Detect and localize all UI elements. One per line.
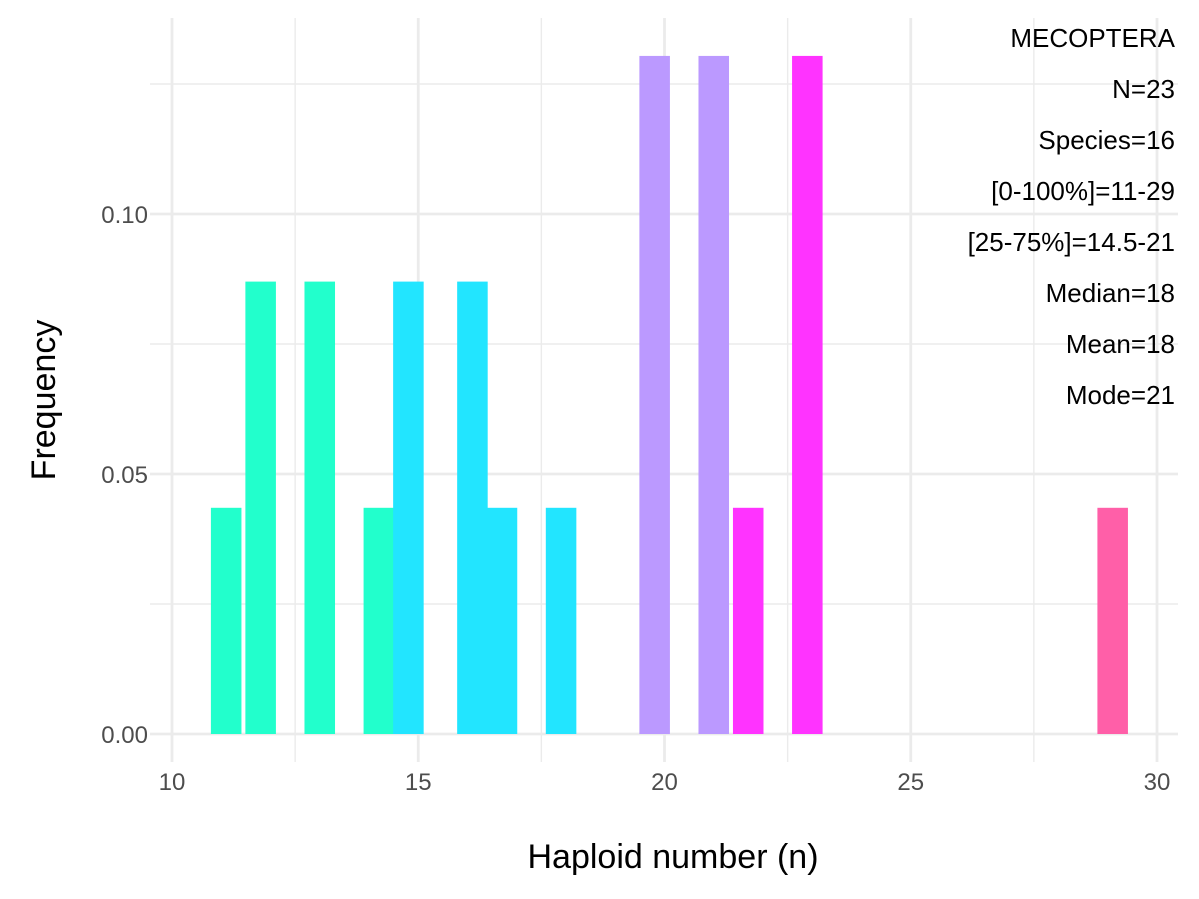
stat-mode: Mode=21: [1066, 380, 1175, 410]
histogram-bar: [639, 55, 670, 735]
x-tick-label: 15: [405, 769, 432, 796]
histogram-bar: [486, 507, 518, 734]
x-tick-label: 30: [1144, 769, 1171, 796]
y-tick-label: 0.05: [101, 462, 148, 489]
x-tick-label: 20: [651, 769, 678, 796]
histogram-bar: [1097, 507, 1128, 734]
histogram-bar: [545, 507, 577, 734]
stat-group-name: MECOPTERA: [1010, 23, 1175, 53]
x-tick-label: 25: [897, 769, 924, 796]
stat-n: N=23: [1112, 74, 1175, 104]
histogram-bar: [363, 507, 395, 734]
stat-median: Median=18: [1046, 278, 1175, 308]
stat-range: [0-100%]=11-29: [991, 176, 1175, 206]
histogram-bar: [393, 281, 424, 734]
histogram-bar: [698, 55, 730, 735]
histogram-bar: [210, 507, 242, 734]
histogram-bar: [245, 281, 276, 734]
x-axis-ticks: 10 15 20 25 30: [159, 769, 1171, 796]
histogram-bar: [304, 281, 336, 734]
y-axis-ticks: 0.00 0.05 0.10: [101, 202, 148, 749]
histogram-bars: [210, 55, 1128, 735]
histogram-bar: [792, 55, 823, 735]
y-tick-label: 0.00: [101, 722, 148, 749]
stat-iqr: [25-75%]=14.5-21: [968, 227, 1175, 257]
y-axis-title: Frequency: [25, 320, 63, 481]
y-tick-label: 0.10: [101, 202, 148, 229]
histogram-bar: [457, 281, 488, 734]
x-axis-title: Haploid number (n): [527, 838, 818, 876]
stats-annotation: MECOPTERA N=23 Species=16 [0-100%]=11-29…: [968, 23, 1176, 410]
histogram-bar: [732, 507, 764, 734]
stat-species: Species=16: [1038, 125, 1175, 155]
x-tick-label: 10: [159, 769, 186, 796]
stat-mean: Mean=18: [1066, 329, 1175, 359]
